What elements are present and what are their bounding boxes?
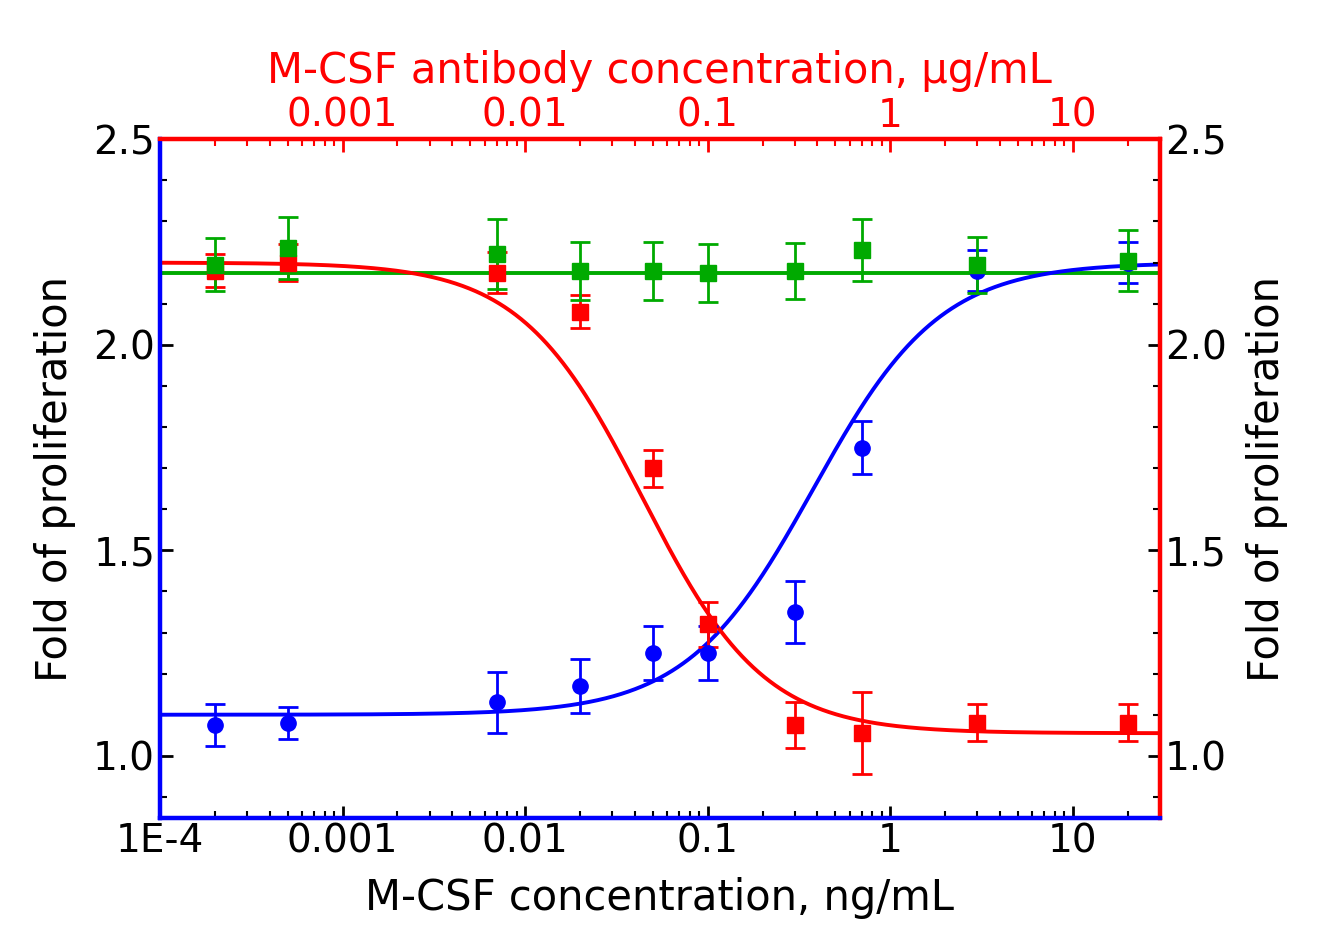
X-axis label: M-CSF concentration, ng/mL: M-CSF concentration, ng/mL: [365, 877, 954, 919]
X-axis label: M-CSF antibody concentration, μg/mL: M-CSF antibody concentration, μg/mL: [268, 49, 1052, 92]
Y-axis label: Fold of proliferation: Fold of proliferation: [35, 276, 76, 681]
Y-axis label: Fold of proliferation: Fold of proliferation: [1246, 276, 1288, 681]
